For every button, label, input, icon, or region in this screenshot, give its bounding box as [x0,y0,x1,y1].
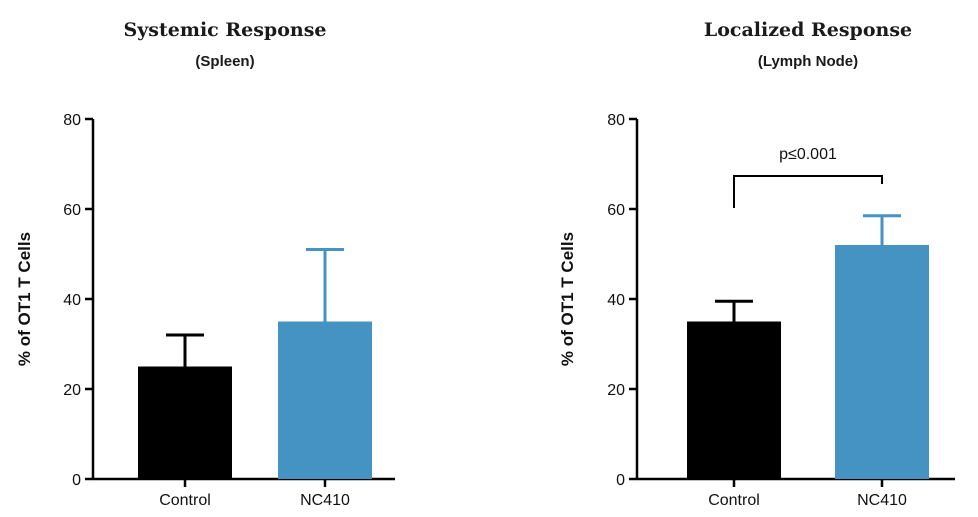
y-tick-label: 0 [616,472,625,489]
x-tick-label: Control [708,492,760,509]
y-tick-label: 80 [607,112,625,129]
y-axis-label: % of OT1 T Cells [15,232,34,366]
y-tick-label: 40 [63,292,81,309]
chart-panel-spleen: Systemic Response (Spleen) % of OT1 T Cell… [15,19,395,509]
bar-nc410 [278,321,372,479]
bar-control [138,366,232,479]
x-tick-label: NC410 [857,492,907,509]
chart-title: Systemic Response [124,19,327,41]
significance-bracket [733,175,883,208]
y-tick-label: 60 [63,202,81,219]
bar-nc410 [835,245,929,479]
significance-label: p≤0.001 [779,146,837,163]
y-tick-label: 20 [63,382,81,399]
y-tick-label: 40 [607,292,625,309]
y-tick-label: 60 [607,202,625,219]
chart-title: Localized Response [704,19,912,41]
bar-control [687,321,781,479]
y-tick-label: 80 [63,112,81,129]
chart-subtitle: (Spleen) [195,53,254,70]
y-axis-label: % of OT1 T Cells [558,232,577,366]
chart-subtitle: (Lymph Node) [758,53,858,70]
y-tick-label: 0 [72,472,81,489]
x-tick-label: NC410 [300,492,350,509]
x-tick-label: Control [159,492,211,509]
chart-panel-lymph-node: Localized Response (Lymph Node) % of OT1 T… [558,19,955,509]
y-tick-label: 20 [607,382,625,399]
